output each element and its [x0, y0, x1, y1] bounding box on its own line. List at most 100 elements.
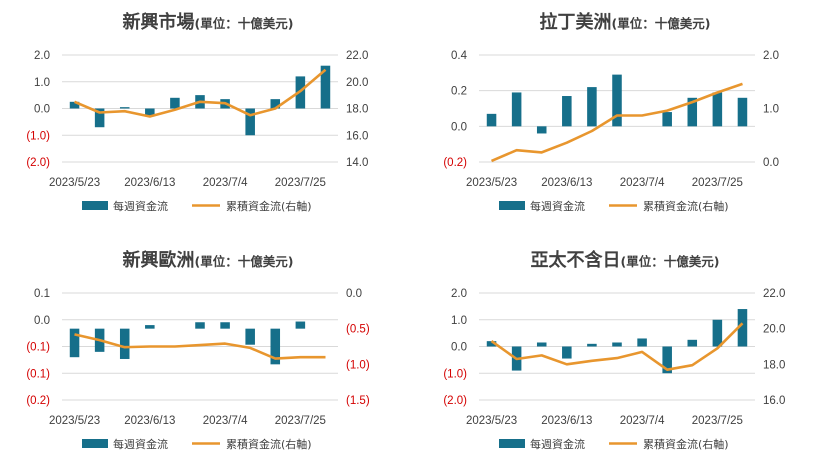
bar-weekly-flow — [320, 65, 331, 109]
chart-unit-label: (單位：十億美元) — [195, 16, 294, 31]
x-axis-tick-label: 2023/7/25 — [275, 177, 326, 189]
x-axis-tick-label: 2023/7/4 — [203, 177, 248, 189]
bar-weekly-flow — [69, 101, 80, 109]
chart-title-text: 拉丁美洲 — [540, 11, 612, 33]
chart-legend: 每週資金流 累積資金流(右軸) — [499, 199, 729, 213]
chart-title: 亞太不含日(單位：十億美元) — [531, 249, 720, 271]
right-axis-tick-label: 16.0 — [763, 395, 785, 407]
right-axis-tick-label: 2.0 — [763, 50, 779, 62]
bar-weekly-flow — [295, 321, 306, 329]
line-cumulative-flow — [74, 333, 326, 360]
bar-weekly-flow — [562, 346, 572, 359]
bar-weekly-flow — [119, 328, 130, 359]
left-axis-tick-label: (0.1) — [26, 368, 50, 380]
legend-swatch-bar — [82, 439, 108, 448]
left-axis-tick-label: (0.2) — [26, 395, 50, 407]
chart-latin-america: 拉丁美洲(單位：十億美元) 0.4 0.2 0.0 (0.2) 2.0 1.0 0.0 2023… — [443, 11, 779, 213]
bar-weekly-flow — [737, 309, 748, 347]
bar-weekly-flow — [687, 97, 698, 127]
x-axis-tick-label: 2023/6/13 — [124, 177, 175, 189]
x-axis-tick-label: 2023/5/23 — [466, 415, 517, 427]
bar-weekly-flow — [170, 97, 180, 109]
chart-title-text: 亞太不含日 — [531, 249, 621, 271]
bar-weekly-flow — [486, 341, 497, 347]
bar-weekly-flow — [587, 87, 597, 127]
bar-weekly-flow — [687, 339, 698, 347]
x-axis-tick-label: 2023/6/13 — [541, 415, 592, 427]
chart-unit-label: (單位：十億美元) — [621, 254, 720, 269]
bar-weekly-flow — [612, 342, 622, 347]
legend-label-weekly: 每週資金流 — [530, 437, 585, 451]
x-axis-tick-label: 2023/7/4 — [620, 177, 665, 189]
x-axis-tick-label: 2023/7/25 — [275, 415, 326, 427]
left-axis-tick-label: 1.0 — [451, 315, 467, 327]
x-axis-tick-label: 2023/5/23 — [466, 177, 517, 189]
right-axis-tick-label: (1.5) — [346, 395, 370, 407]
chart-panel-emerging-europe: 新興歐洲(單位：十億美元) 0.1 0.0 (0.1) (0.1) (0.2) 0.0 (0.… — [0, 238, 417, 476]
legend-label-cumulative: 累積資金流(右軸) — [226, 199, 312, 213]
chart-title: 拉丁美洲(單位：十億美元) — [540, 11, 711, 33]
right-axis-tick-label: 16.0 — [346, 130, 368, 142]
legend-swatch-bar — [499, 201, 525, 210]
left-axis-tick-label: (0.2) — [443, 157, 467, 169]
bar-weekly-flow — [587, 343, 597, 347]
chart-title: 新興市場(單位：十億美元) — [123, 11, 294, 33]
chart-unit-label: (單位：十億美元) — [195, 254, 294, 269]
legend-label-weekly: 每週資金流 — [113, 199, 168, 213]
right-axis-tick-label: 22.0 — [346, 50, 368, 62]
left-axis-tick-label: 0.2 — [451, 86, 467, 98]
x-axis-tick-label: 2023/5/23 — [49, 415, 100, 427]
chart-title: 新興歐洲(單位：十億美元) — [123, 249, 294, 271]
legend-label-cumulative: 累積資金流(右軸) — [643, 199, 729, 213]
chart-title-text: 新興歐洲 — [123, 249, 195, 271]
bar-weekly-flow — [119, 107, 130, 109]
bar-weekly-flow — [486, 113, 497, 127]
left-axis-tick-label: 2.0 — [34, 50, 50, 62]
legend-label-cumulative: 累積資金流(右軸) — [226, 437, 312, 451]
bar-weekly-flow — [562, 96, 572, 127]
right-axis-tick-label: 20.0 — [763, 324, 785, 336]
right-axis-tick-label: (0.5) — [346, 324, 370, 336]
bar-weekly-flow — [270, 328, 281, 365]
bar-weekly-flow — [662, 112, 672, 127]
x-axis-tick-label: 2023/6/13 — [124, 415, 175, 427]
chart-asia-pacific-ex-japan: 亞太不含日(單位：十億美元) 2.0 1.0 0.0 (1.0) (2.0) 22.0 20.… — [443, 249, 785, 451]
x-axis-tick-label: 2023/7/4 — [203, 415, 248, 427]
right-axis-tick-label: 22.0 — [763, 288, 785, 300]
x-axis-tick-label: 2023/5/23 — [49, 177, 100, 189]
right-axis-tick-label: 18.0 — [763, 359, 785, 371]
right-axis-tick-label: 0.0 — [346, 288, 362, 300]
bar-weekly-flow — [536, 126, 547, 134]
bar-weekly-flow — [145, 108, 155, 117]
x-axis-tick-label: 2023/7/25 — [692, 177, 743, 189]
bar-weekly-flow — [712, 319, 723, 347]
line-cumulative-flow — [73, 68, 327, 118]
bar-weekly-flow — [662, 346, 672, 374]
left-axis-tick-label: (1.0) — [443, 368, 467, 380]
chart-panel-asia-pacific-ex-japan: 亞太不含日(單位：十億美元) 2.0 1.0 0.0 (1.0) (2.0) 22.0 20.… — [417, 238, 834, 476]
x-axis-tick-label: 2023/7/25 — [692, 415, 743, 427]
left-axis-tick-label: 0.0 — [451, 342, 467, 354]
right-axis-tick-label: 0.0 — [763, 157, 779, 169]
chart-panel-emerging-markets: 新興市場(單位：十億美元) 2.0 1.0 0.0 (1.0) (2.0) 22.0 20.0… — [0, 0, 417, 238]
left-axis-tick-label: 0.4 — [451, 50, 468, 62]
left-axis-tick-label: 2.0 — [451, 288, 467, 300]
chart-emerging-markets: 新興市場(單位：十億美元) 2.0 1.0 0.0 (1.0) (2.0) 22.0 20.0… — [26, 11, 368, 213]
left-axis-tick-label: 1.0 — [34, 77, 50, 89]
line-cumulative-flow — [490, 82, 743, 163]
bar-weekly-flow — [737, 97, 748, 127]
line-cumulative-flow — [490, 322, 744, 371]
left-axis-tick-label: (1.0) — [26, 130, 50, 142]
bar-weekly-flow — [612, 74, 622, 127]
chart-legend: 每週資金流 累積資金流(右軸) — [82, 437, 312, 451]
right-axis-tick-label: 14.0 — [346, 157, 368, 169]
x-axis-tick-label: 2023/7/4 — [620, 415, 665, 427]
bar-weekly-flow — [69, 328, 80, 358]
bar-weekly-flow — [94, 108, 105, 128]
bar-weekly-flow — [220, 322, 230, 329]
legend-label-cumulative: 累積資金流(右軸) — [643, 437, 729, 451]
chart-legend: 每週資金流 累積資金流(右軸) — [82, 199, 312, 213]
bar-weekly-flow — [270, 99, 281, 109]
chart-title-text: 新興市場 — [123, 11, 195, 33]
bar-weekly-flow — [536, 342, 547, 347]
